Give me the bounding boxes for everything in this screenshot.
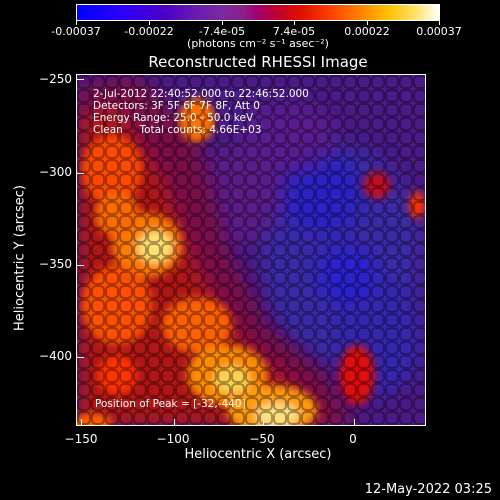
x-tick-mark	[81, 419, 82, 425]
colorbar-tick	[149, 21, 150, 25]
colorbar-tick-label: 0.00037	[416, 25, 462, 38]
flux-image	[77, 75, 425, 425]
x-axis-label: Heliocentric X (arcsec)	[184, 447, 332, 462]
colorbar-tick-label: 0.00022	[344, 25, 390, 38]
image-title: Reconstructed RHESSI Image	[148, 53, 368, 71]
colorbar-tick	[439, 21, 440, 25]
solar-image-plot: 2-Jul-2012 22:40:52.000 to 22:46:52.000 …	[76, 74, 426, 426]
y-tick-label: −250	[39, 72, 72, 86]
x-tick-mark	[354, 419, 355, 425]
x-tick-label: −50	[249, 432, 275, 446]
x-tick-mark	[174, 419, 175, 425]
peak-position: Position of Peak = [-32,-440]	[95, 398, 246, 410]
y-tick-mark	[77, 173, 84, 174]
x-tick-label: −150	[64, 432, 98, 446]
y-axis-label: Heliocentric Y (arcsec)	[12, 185, 28, 331]
y-tick-label: −350	[39, 257, 72, 271]
colorbar-tick	[367, 21, 368, 25]
colorbar-tick	[76, 21, 77, 25]
y-tick-mark	[77, 265, 84, 266]
detectors-info: Detectors: 3F 5F 6F 7F 8F, Att 0	[93, 100, 260, 112]
energy-range: Energy Range: 25.0 - 50.0 keV	[93, 112, 254, 124]
render-timestamp: 12-May-2022 03:25	[364, 482, 492, 497]
colorbar-tick-label: -0.00022	[124, 25, 174, 38]
colorbar	[76, 4, 440, 21]
x-tick-label: −100	[156, 432, 190, 446]
colorbar-tick-label: 7.4e-05	[272, 25, 316, 38]
y-tick-label: −400	[39, 349, 72, 363]
colorbar-tick	[294, 21, 295, 25]
y-tick-label: −300	[39, 165, 72, 179]
y-tick-mark	[77, 79, 84, 80]
colorbar-unit: (photons cm⁻² s⁻¹ asec⁻²)	[187, 37, 329, 50]
clean-info: Clean Total counts: 4.66E+03	[93, 124, 262, 136]
colorbar-tick	[222, 21, 223, 25]
y-tick-mark	[77, 357, 84, 358]
colorbar-tick-label: -0.00037	[51, 25, 101, 38]
colorbar-tick-label: -7.4e-05	[198, 25, 246, 38]
observation-time: 2-Jul-2012 22:40:52.000 to 22:46:52.000	[93, 88, 309, 100]
x-tick-label: 0	[349, 432, 357, 446]
x-tick-mark	[263, 419, 264, 425]
